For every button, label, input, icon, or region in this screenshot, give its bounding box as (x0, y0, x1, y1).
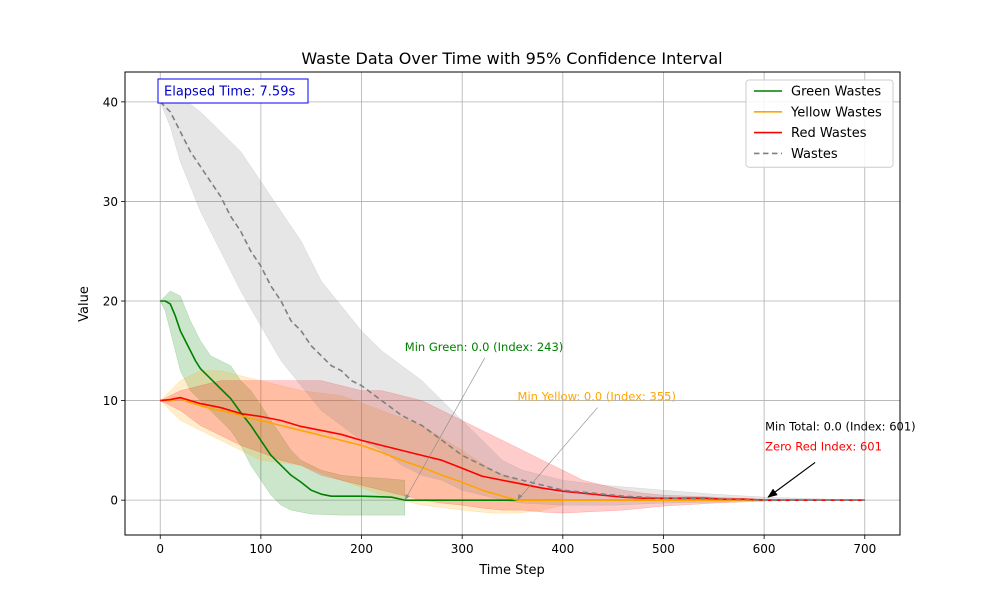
x-tick-label: 300 (451, 542, 474, 556)
elapsed-time-text: Elapsed Time: 7.59s (164, 85, 295, 100)
annotation-arrow (767, 461, 816, 498)
legend-label-wastes: Wastes (791, 147, 838, 162)
x-tick-label: 500 (652, 542, 675, 556)
y-tick-label: 0 (110, 494, 118, 508)
plot-frame (124, 71, 901, 536)
y-tick-label: 30 (103, 195, 118, 209)
y-axis-label: Value (77, 286, 92, 322)
legend-frame (745, 79, 894, 168)
x-tick-label: 400 (551, 542, 574, 556)
series-lines (159, 101, 865, 501)
x-tick-label: 200 (350, 542, 373, 556)
legend: Green Wastes Yellow Wastes Red Wastes Waste… (745, 79, 894, 168)
y-tick-label: 10 (103, 394, 118, 408)
wastes-line (159, 101, 865, 501)
annotation-arrowhead (517, 494, 523, 501)
x-axis-label: Time Step (478, 563, 545, 578)
x-tick-label: 700 (853, 542, 876, 556)
legend-label-yellow-wastes: Yellow Wastes (790, 105, 882, 120)
x-tick-label: 0 (156, 542, 164, 556)
yellow-wastes-line (160, 397, 865, 501)
annotations: Min Green: 0.0 (Index: 243) Min Yellow: 0… (404, 340, 916, 501)
y-tick-label: 20 (103, 295, 118, 309)
annotation-arrow (517, 407, 598, 501)
annotation-min-total: Min Total: 0.0 (Index: 601) (765, 419, 916, 433)
elapsed-time-box: Elapsed Time: 7.59s (157, 78, 309, 104)
green-wastes-ci-band (159, 290, 406, 516)
x-tick-label: 100 (249, 542, 272, 556)
legend-label-green-wastes: Green Wastes (791, 85, 881, 100)
green-wastes-line (160, 300, 865, 501)
y-tick-label: 40 (103, 95, 118, 109)
x-tick-label: 600 (753, 542, 776, 556)
annotation-zero-red-index: Zero Red Index: 601 (765, 439, 882, 453)
y-axis-ticks: 0 10 20 30 40 (103, 95, 125, 508)
legend-label-red-wastes: Red Wastes (791, 126, 867, 141)
annotation-arrowhead (404, 494, 410, 501)
annotation-min-yellow: Min Yellow: 0.0 (Index: 355) (518, 390, 676, 404)
annotation-min-green: Min Green: 0.0 (Index: 243) (405, 340, 563, 354)
annotation-arrow (404, 357, 486, 501)
x-axis-ticks: 0 100 200 300 400 500 600 700 (156, 535, 876, 556)
chart-title: Waste Data Over Time with 95% Confidence… (301, 49, 722, 68)
